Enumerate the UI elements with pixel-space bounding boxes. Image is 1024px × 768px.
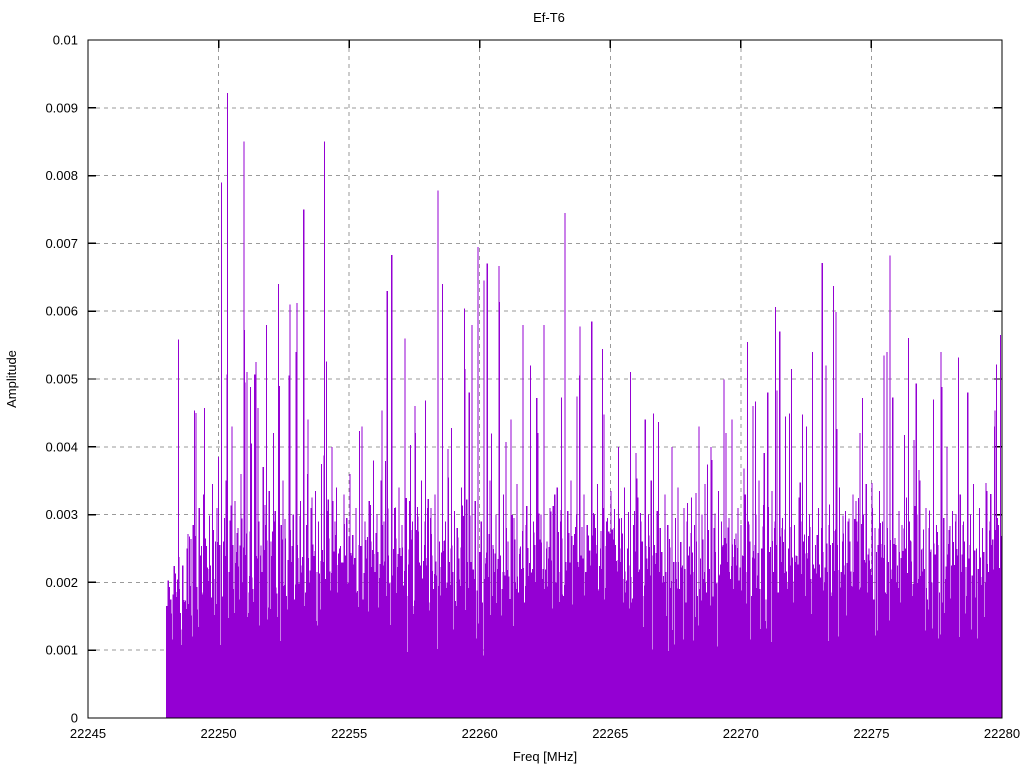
y-tick-label: 0.001 — [45, 643, 78, 658]
y-tick-label: 0.002 — [45, 575, 78, 590]
y-tick-label: 0.005 — [45, 372, 78, 387]
x-tick-label: 22250 — [200, 726, 236, 741]
gridlines — [88, 40, 1002, 718]
y-tick-label: 0.004 — [45, 439, 78, 454]
y-tick-label: 0 — [71, 711, 78, 726]
y-axis-label: Amplitude — [4, 350, 19, 408]
y-tick-label: 0.006 — [45, 304, 78, 319]
x-axis-label: Freq [MHz] — [513, 749, 577, 764]
spectrum-impulses — [165, 92, 1003, 718]
chart-title: Ef-T6 — [533, 10, 565, 25]
y-tick-label: 0.01 — [53, 33, 78, 48]
y-tick-label: 0.008 — [45, 168, 78, 183]
x-tick-label: 22245 — [70, 726, 106, 741]
y-tick-label: 0.003 — [45, 507, 78, 522]
x-tick-label: 22265 — [592, 726, 628, 741]
y-tick-label: 0.009 — [45, 100, 78, 115]
tick-labels: 0 0.001 0.002 0.003 0.004 0.005 0.006 0.007 0.00… — [45, 33, 1020, 742]
x-tick-label: 22270 — [723, 726, 759, 741]
x-tick-label: 22260 — [462, 726, 498, 741]
plot-frame — [87, 39, 1003, 719]
x-tick-label: 22280 — [984, 726, 1020, 741]
x-tick-label: 22255 — [331, 726, 367, 741]
y-tick-label: 0.007 — [45, 236, 78, 251]
x-tick-label: 22275 — [853, 726, 889, 741]
